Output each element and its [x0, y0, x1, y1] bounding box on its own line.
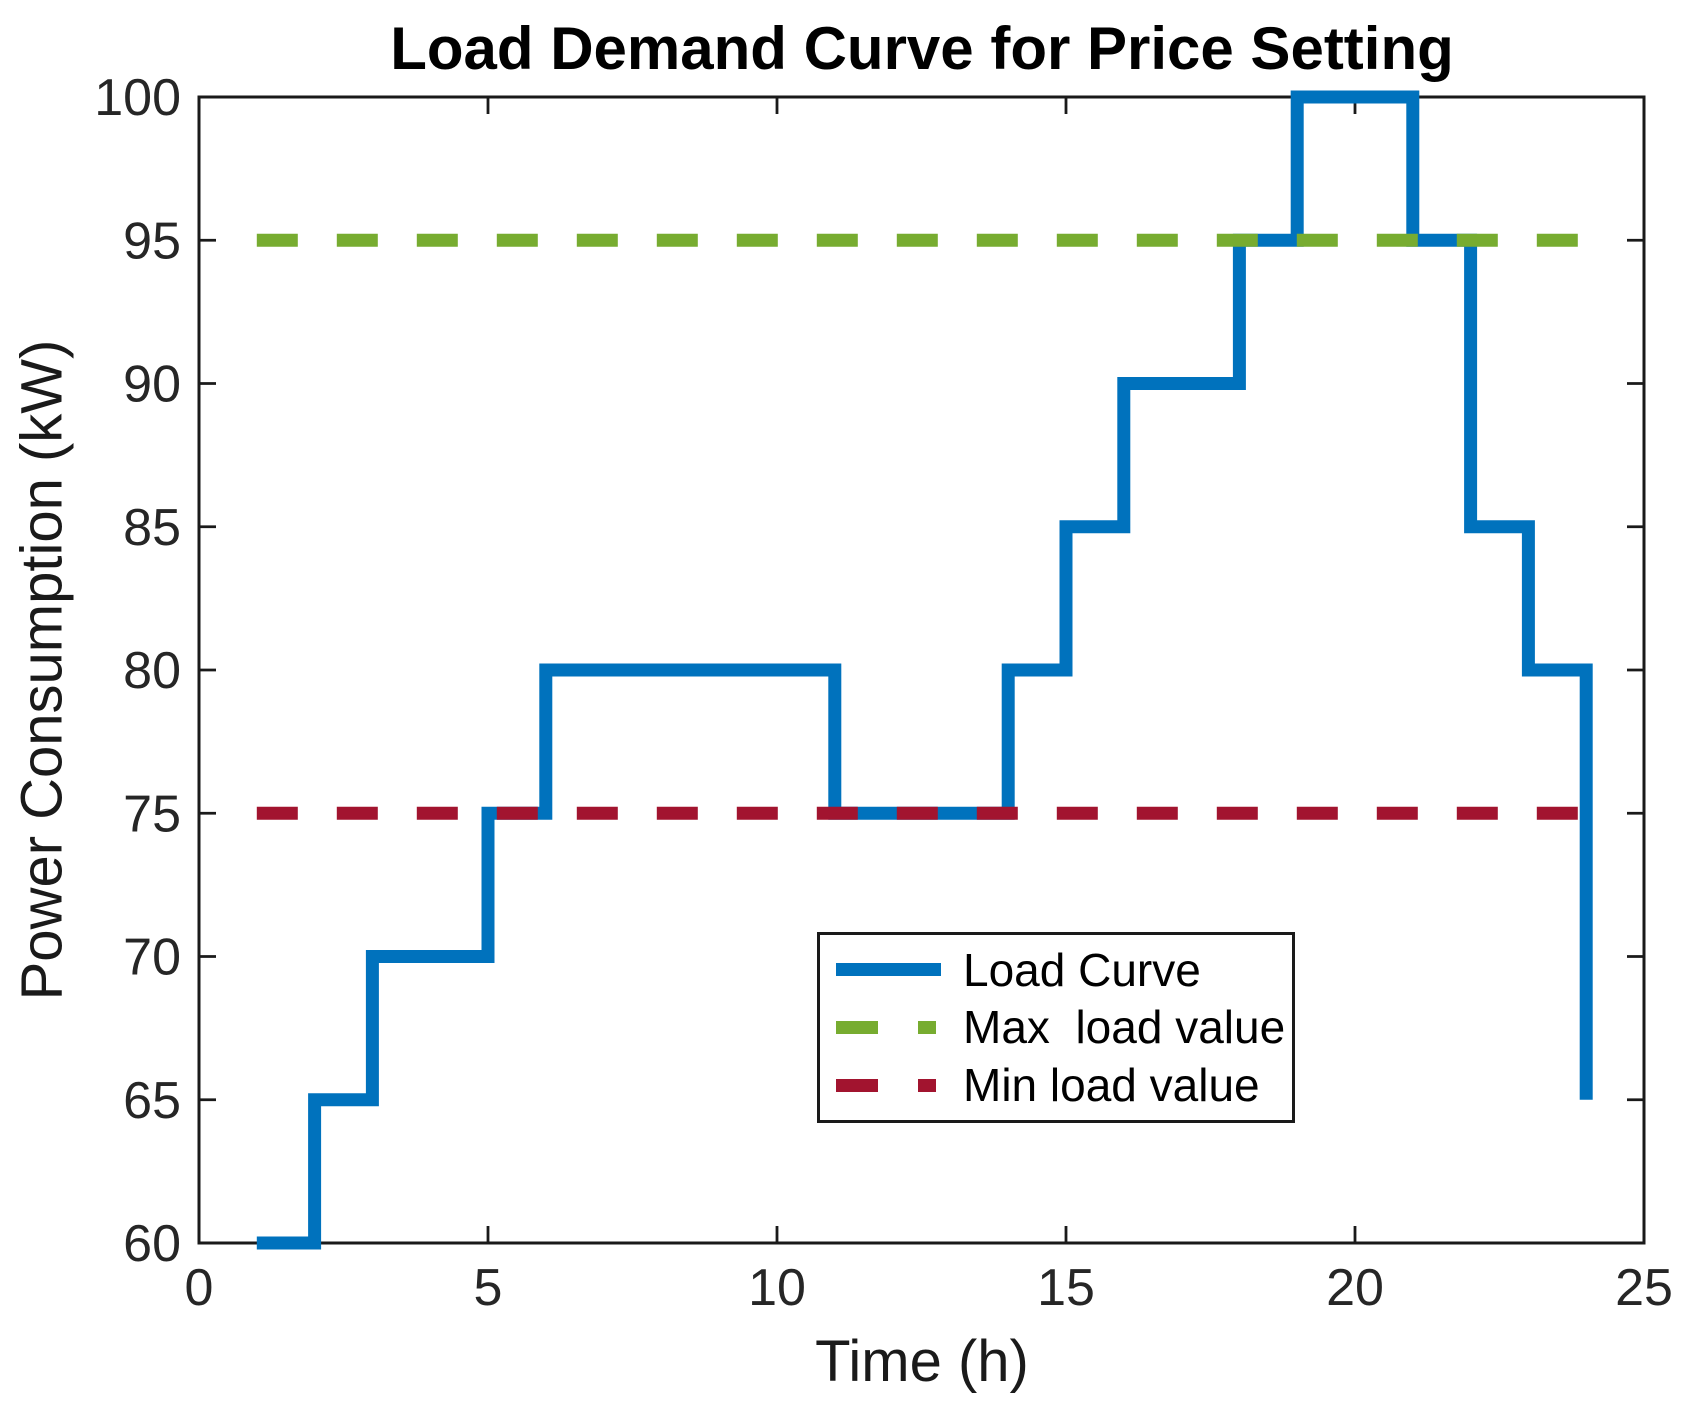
y-tick-label: 65 — [123, 1072, 181, 1130]
legend: Load Curve Max load value Min load value — [817, 932, 1295, 1123]
x-tick-label: 10 — [748, 1259, 806, 1317]
y-tick-label: 80 — [123, 642, 181, 700]
legend-item-max-load: Max load value — [836, 1004, 1292, 1050]
x-tick-label: 15 — [1037, 1259, 1095, 1317]
x-axis-label: Time (h) — [815, 1329, 1029, 1394]
min-load-dashed-line-icon — [836, 1078, 948, 1092]
x-tick-label: 20 — [1326, 1259, 1384, 1317]
legend-label-load-curve: Load Curve — [963, 943, 1201, 996]
y-tick-label: 90 — [123, 356, 181, 414]
legend-label-min-load: Min load value — [963, 1059, 1260, 1112]
y-tick-label: 60 — [123, 1215, 181, 1273]
y-tick-label: 100 — [94, 69, 181, 127]
legend-item-min-load: Min load value — [836, 1062, 1292, 1108]
x-tick-label: 25 — [1615, 1259, 1673, 1317]
load-curve-line — [256, 90, 1593, 1250]
y-tick-label: 75 — [123, 785, 181, 843]
x-tick-label: 0 — [185, 1259, 214, 1317]
y-tick-label: 95 — [123, 212, 181, 270]
y-tick-label: 85 — [123, 499, 181, 557]
chart-title: Load Demand Curve for Price Setting — [390, 15, 1454, 82]
x-tick-label: 5 — [474, 1259, 503, 1317]
legend-label-max-load: Max load value — [963, 1001, 1286, 1054]
y-tick-label: 70 — [123, 929, 181, 987]
legend-item-load-curve: Load Curve — [836, 947, 1292, 993]
load-curve-line-icon — [836, 963, 948, 977]
y-axis-label: Power Consumption (kW) — [9, 339, 75, 1001]
max-load-dashed-line-icon — [836, 1020, 948, 1034]
